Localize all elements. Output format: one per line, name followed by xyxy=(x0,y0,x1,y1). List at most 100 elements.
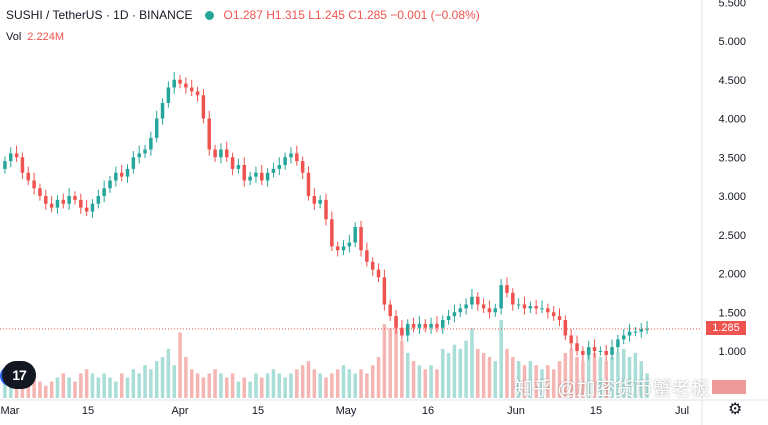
candle[interactable] xyxy=(125,168,130,177)
candle[interactable] xyxy=(563,320,568,336)
candle[interactable] xyxy=(569,335,573,344)
candle[interactable] xyxy=(324,199,328,220)
candle[interactable] xyxy=(516,304,521,306)
candle[interactable] xyxy=(131,157,136,169)
candle[interactable] xyxy=(230,157,235,169)
candle[interactable] xyxy=(487,308,492,313)
candle[interactable] xyxy=(470,296,474,305)
candle[interactable] xyxy=(505,285,509,293)
candle[interactable] xyxy=(242,165,247,181)
candle[interactable] xyxy=(172,79,176,88)
candle[interactable] xyxy=(219,149,223,158)
candle[interactable] xyxy=(592,347,597,351)
candle[interactable] xyxy=(394,316,398,328)
candle[interactable] xyxy=(551,312,556,317)
candle[interactable] xyxy=(493,308,498,313)
candle[interactable] xyxy=(347,242,352,247)
candle[interactable] xyxy=(604,351,608,355)
candle[interactable] xyxy=(207,118,211,150)
candle[interactable] xyxy=(388,304,392,317)
candle[interactable] xyxy=(49,203,54,208)
candle[interactable] xyxy=(184,83,188,88)
candle[interactable] xyxy=(160,103,165,119)
candle[interactable] xyxy=(149,137,153,150)
candle[interactable] xyxy=(435,323,439,328)
candle[interactable] xyxy=(423,323,427,328)
candle[interactable] xyxy=(335,246,340,251)
candle[interactable] xyxy=(90,203,95,212)
candle[interactable] xyxy=(370,261,375,270)
candle[interactable] xyxy=(67,196,71,204)
candle[interactable] xyxy=(178,79,182,84)
candle[interactable] xyxy=(55,199,60,208)
candle[interactable] xyxy=(458,308,463,313)
candle[interactable] xyxy=(300,161,305,173)
candle[interactable] xyxy=(353,227,357,243)
candle[interactable] xyxy=(645,328,649,330)
candle[interactable] xyxy=(213,149,217,158)
candle[interactable] xyxy=(61,199,66,204)
candle[interactable] xyxy=(225,149,229,158)
candle[interactable] xyxy=(511,292,515,305)
candle[interactable] xyxy=(9,153,13,162)
candle[interactable] xyxy=(446,316,451,320)
candle[interactable] xyxy=(108,180,112,189)
candle[interactable] xyxy=(330,219,334,247)
candle[interactable] xyxy=(499,285,503,309)
candle[interactable] xyxy=(143,149,147,154)
candle[interactable] xyxy=(254,172,258,177)
candle[interactable] xyxy=(522,304,527,309)
candle[interactable] xyxy=(318,199,322,204)
candle[interactable] xyxy=(119,172,124,177)
candle[interactable] xyxy=(534,306,538,309)
candle[interactable] xyxy=(79,199,83,208)
candle[interactable] xyxy=(248,176,252,181)
candle[interactable] xyxy=(312,196,317,204)
candle[interactable] xyxy=(201,95,206,119)
candle[interactable] xyxy=(341,246,346,251)
candle[interactable] xyxy=(441,320,445,328)
candle[interactable] xyxy=(260,172,264,181)
candle[interactable] xyxy=(283,157,287,165)
candle[interactable] xyxy=(189,87,194,92)
candle[interactable] xyxy=(26,172,31,181)
candle[interactable] xyxy=(154,118,159,138)
candle[interactable] xyxy=(44,196,48,204)
candle[interactable] xyxy=(540,308,544,310)
candle[interactable] xyxy=(365,250,369,262)
candle[interactable] xyxy=(38,188,42,196)
candle[interactable] xyxy=(20,157,25,173)
gear-icon[interactable]: ⚙ xyxy=(728,401,743,418)
candle[interactable] xyxy=(417,323,422,328)
candle[interactable] xyxy=(476,296,480,305)
candle[interactable] xyxy=(575,343,579,351)
candle[interactable] xyxy=(3,161,7,169)
candle[interactable] xyxy=(96,196,101,204)
candle[interactable] xyxy=(411,323,416,328)
candle[interactable] xyxy=(627,331,632,336)
tradingview-logo[interactable]: 17 xyxy=(2,361,36,389)
candle[interactable] xyxy=(102,188,106,196)
candle[interactable] xyxy=(137,153,141,158)
candle[interactable] xyxy=(429,323,433,328)
candle[interactable] xyxy=(382,277,387,305)
candle[interactable] xyxy=(616,339,620,348)
candle[interactable] xyxy=(621,335,626,340)
candle[interactable] xyxy=(265,172,270,181)
candle[interactable] xyxy=(114,172,118,181)
candle[interactable] xyxy=(14,153,19,158)
candle[interactable] xyxy=(610,347,614,355)
symbol-title[interactable]: SUSHI / TetherUS · 1D · BINANCE xyxy=(6,8,193,22)
candle[interactable] xyxy=(359,227,363,251)
candle[interactable] xyxy=(166,87,171,104)
candle[interactable] xyxy=(598,351,603,352)
candle[interactable] xyxy=(32,180,36,189)
candle[interactable] xyxy=(306,172,311,196)
candle[interactable] xyxy=(546,308,550,313)
candle[interactable] xyxy=(236,165,241,169)
candle[interactable] xyxy=(405,323,410,336)
candle[interactable] xyxy=(400,327,404,336)
candle[interactable] xyxy=(195,91,200,96)
candle[interactable] xyxy=(581,351,585,355)
candle[interactable] xyxy=(639,329,643,332)
